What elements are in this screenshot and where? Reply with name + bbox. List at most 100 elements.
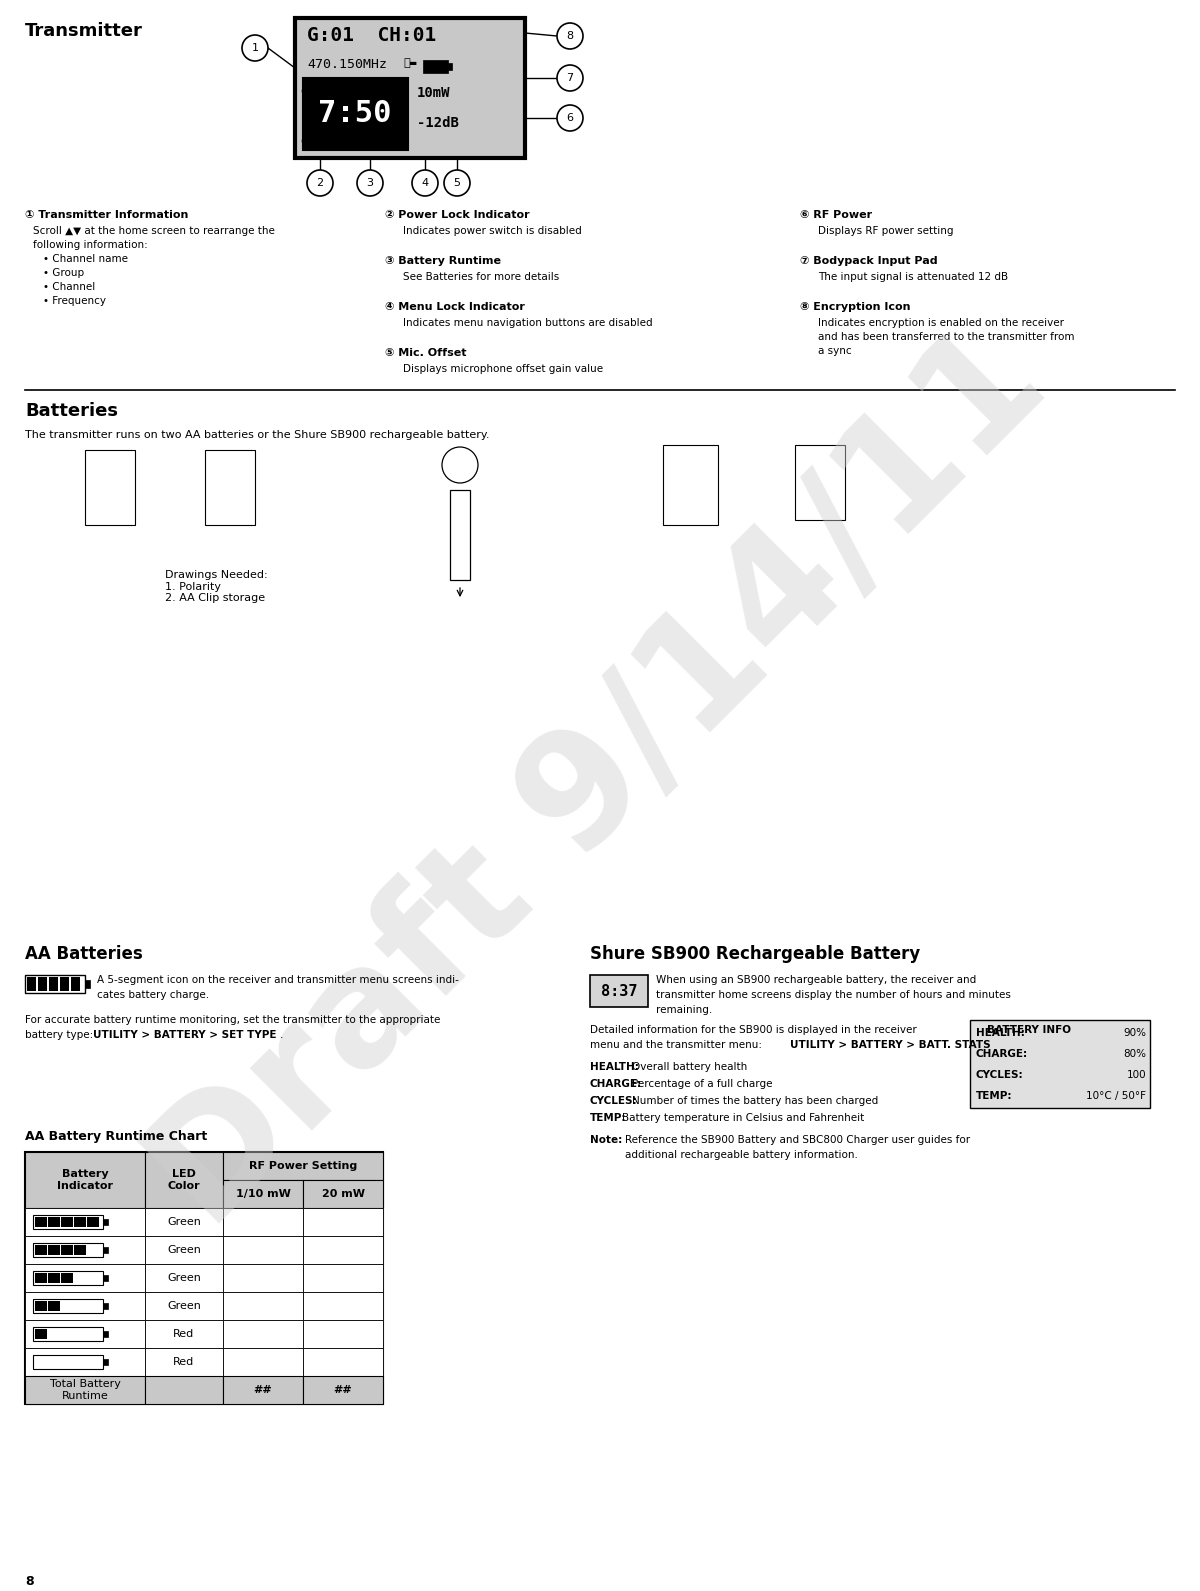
Text: 7:50: 7:50 <box>318 100 391 129</box>
Text: UTILITY > BATTERY > BATT. STATS: UTILITY > BATTERY > BATT. STATS <box>790 1041 991 1050</box>
Text: ##: ## <box>253 1386 272 1395</box>
Bar <box>25 1152 145 1208</box>
Text: Drawings Needed:
1. Polarity
2. AA Clip storage: Drawings Needed: 1. Polarity 2. AA Clip … <box>166 570 268 603</box>
Bar <box>60 977 70 991</box>
Bar <box>48 1273 60 1282</box>
Text: 100: 100 <box>1127 1071 1146 1080</box>
Bar <box>25 1152 383 1403</box>
Bar <box>145 1321 223 1348</box>
Text: The input signal is attenuated 12 dB: The input signal is attenuated 12 dB <box>818 272 1008 282</box>
Bar <box>590 975 648 1007</box>
Bar <box>223 1208 302 1236</box>
Text: When using an SB900 rechargeable battery, the receiver and: When using an SB900 rechargeable battery… <box>656 975 977 985</box>
Text: CHARGE:: CHARGE: <box>590 1079 642 1088</box>
Text: 5: 5 <box>454 178 461 188</box>
Circle shape <box>557 22 583 49</box>
Circle shape <box>242 35 268 60</box>
Text: Displays microphone offset gain value: Displays microphone offset gain value <box>403 364 604 374</box>
Bar <box>61 1217 73 1227</box>
Text: ⑥ RF Power: ⑥ RF Power <box>800 210 872 220</box>
Text: AA Batteries: AA Batteries <box>25 945 143 963</box>
Text: Battery
Indicator: Battery Indicator <box>58 1169 113 1192</box>
Text: Green: Green <box>167 1273 200 1282</box>
Text: 10°C / 50°F: 10°C / 50°F <box>1086 1091 1146 1101</box>
Text: ③ Battery Runtime: ③ Battery Runtime <box>385 256 502 266</box>
Bar <box>450 490 470 581</box>
Text: 3: 3 <box>366 178 373 188</box>
Text: BATTERY INFO: BATTERY INFO <box>986 1025 1072 1036</box>
Text: Number of times the battery has been charged: Number of times the battery has been cha… <box>632 1096 878 1106</box>
Text: Scroll ▲▼ at the home screen to rearrange the: Scroll ▲▼ at the home screen to rearrang… <box>34 226 275 235</box>
Text: See Batteries for more details: See Batteries for more details <box>403 272 559 282</box>
Bar <box>34 1298 103 1313</box>
Bar <box>49 977 58 991</box>
Bar <box>25 1376 145 1403</box>
Text: Battery temperature in Celsius and Fahrenheit: Battery temperature in Celsius and Fahre… <box>622 1114 864 1123</box>
Text: • Channel name: • Channel name <box>43 255 128 264</box>
Text: LED
Color: LED Color <box>168 1169 200 1192</box>
Text: ⑦ Bodypack Input Pad: ⑦ Bodypack Input Pad <box>800 256 937 266</box>
Text: Green: Green <box>167 1301 200 1311</box>
Bar <box>302 1208 383 1236</box>
Bar <box>223 1152 383 1181</box>
Text: RF Power Setting: RF Power Setting <box>248 1161 358 1171</box>
Text: 7: 7 <box>566 73 574 83</box>
Text: Red: Red <box>173 1357 194 1367</box>
Text: ④ Menu Lock Indicator: ④ Menu Lock Indicator <box>385 302 524 312</box>
Text: Detailed information for the SB900 is displayed in the receiver: Detailed information for the SB900 is di… <box>590 1025 920 1036</box>
Circle shape <box>557 105 583 130</box>
Circle shape <box>412 170 438 196</box>
Text: menu and the transmitter menu:: menu and the transmitter menu: <box>590 1041 766 1050</box>
Bar <box>74 1217 86 1227</box>
Bar <box>74 1246 86 1255</box>
Text: 10mW: 10mW <box>418 86 450 100</box>
Text: battery type:: battery type: <box>25 1029 96 1041</box>
Bar <box>48 1301 60 1311</box>
Bar <box>302 1181 383 1208</box>
Circle shape <box>307 170 334 196</box>
Bar <box>145 1208 223 1236</box>
Text: HEALTH:: HEALTH: <box>590 1063 638 1072</box>
Bar <box>302 1236 383 1263</box>
Bar <box>34 1327 103 1341</box>
Text: ##: ## <box>334 1386 353 1395</box>
Text: Note:: Note: <box>590 1134 626 1146</box>
Text: CYCLES:: CYCLES: <box>976 1071 1024 1080</box>
Text: Red: Red <box>173 1328 194 1340</box>
Bar <box>34 1356 103 1368</box>
Bar <box>35 1273 47 1282</box>
Text: The transmitter runs on two AA batteries or the Shure SB900 rechargeable battery: The transmitter runs on two AA batteries… <box>25 430 490 441</box>
Text: Transmitter: Transmitter <box>25 22 143 40</box>
Bar <box>970 1020 1150 1107</box>
Bar <box>299 22 521 154</box>
Text: 20 mW: 20 mW <box>322 1188 365 1200</box>
Bar <box>25 1236 145 1263</box>
Text: 8:37: 8:37 <box>601 983 637 999</box>
Text: 1/10 mW: 1/10 mW <box>235 1188 290 1200</box>
Text: ð: ð <box>300 135 306 146</box>
Bar <box>145 1152 223 1208</box>
Bar <box>223 1321 302 1348</box>
Bar <box>223 1292 302 1321</box>
Bar <box>302 1321 383 1348</box>
Bar <box>48 1246 60 1255</box>
Text: Draft 9/14/11: Draft 9/14/11 <box>124 304 1076 1257</box>
Text: Percentage of a full charge: Percentage of a full charge <box>632 1079 773 1088</box>
Bar <box>103 1274 108 1281</box>
Text: For accurate battery runtime monitoring, set the transmitter to the appropriate: For accurate battery runtime monitoring,… <box>25 1015 440 1025</box>
Text: following information:: following information: <box>34 240 148 250</box>
Bar <box>35 1301 47 1311</box>
Text: Total Battery
Runtime: Total Battery Runtime <box>49 1379 120 1400</box>
Text: G:01  CH:01: G:01 CH:01 <box>307 25 437 45</box>
Bar <box>35 1217 47 1227</box>
Bar <box>796 445 845 520</box>
Bar <box>103 1359 108 1365</box>
Text: AA Battery Runtime Chart: AA Battery Runtime Chart <box>25 1130 208 1142</box>
Text: ð: ð <box>300 86 306 95</box>
Bar <box>223 1181 302 1208</box>
Bar <box>25 1292 145 1321</box>
Bar <box>662 445 718 525</box>
Text: 90%: 90% <box>1123 1028 1146 1037</box>
Bar <box>302 1348 383 1376</box>
Bar <box>223 1236 302 1263</box>
